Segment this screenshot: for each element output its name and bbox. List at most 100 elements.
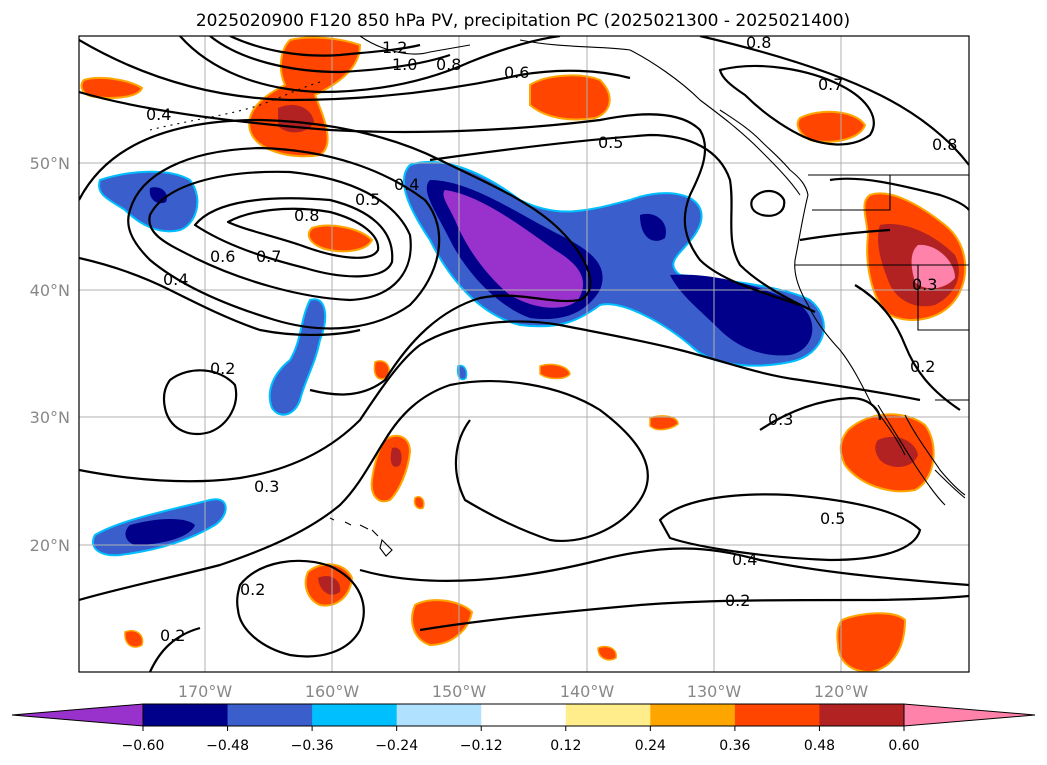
- precip-east-north-navy: [640, 213, 666, 241]
- contour-label: 0.5: [598, 133, 623, 152]
- precip-low-red: [307, 224, 374, 253]
- mexico-coast: [934, 469, 966, 499]
- colorbar-tick-label: −0.24: [375, 738, 418, 754]
- contour-06-alaska: [79, 39, 631, 102]
- colorbar-swatch: [819, 704, 905, 726]
- hawaiian-islands: [329, 517, 393, 557]
- graticule: [79, 36, 969, 672]
- state-border-nv-ca: [917, 265, 969, 331]
- colorbar-swatch: [650, 704, 736, 726]
- contour-07-low: [193, 197, 394, 278]
- contour-02-south: [419, 594, 969, 632]
- figure-title: 2025020900 F120 850 hPa PV, precipitatio…: [196, 11, 850, 31]
- contour-label: 0.7: [818, 75, 843, 94]
- contour-05-ridge: [79, 90, 801, 307]
- contour-08-closed-low: [226, 207, 380, 259]
- contour-04-east: [359, 547, 969, 587]
- contour-05-east-closed: [658, 493, 922, 562]
- contour-02-pacific: [79, 380, 649, 602]
- colorbar-tick-label: 0.36: [719, 738, 750, 754]
- bc-coast: [719, 109, 809, 196]
- contour-label: 0.5: [355, 190, 380, 209]
- lon-tick-label: 150°W: [432, 682, 487, 701]
- contour-label: 0.3: [912, 275, 937, 294]
- contour-label: 0.2: [160, 626, 185, 645]
- contour-03-pacific: [79, 320, 921, 483]
- lat-tick-label: 20°N: [30, 536, 70, 555]
- contour-12-alaska: [229, 36, 421, 57]
- colorbar-tick-label: −0.48: [206, 738, 249, 754]
- contour-label: 0.3: [254, 477, 279, 496]
- contour-05-low: [127, 146, 441, 330]
- lat-tick-label: 40°N: [30, 281, 70, 300]
- precip-baja-core: [875, 436, 918, 467]
- contour-label: 0.2: [240, 580, 265, 599]
- colorbar-swatch: [565, 704, 651, 726]
- contour-label: 0.8: [294, 206, 319, 225]
- map-panel: 1.2 1.0 0.8 0.8 0.6 0.7 0.8 0.4 0.5 0.4 …: [79, 33, 969, 672]
- colorbar-swatch: [227, 704, 313, 726]
- contour-label: 0.6: [210, 247, 235, 266]
- contour-02-bottom-west: [148, 626, 201, 672]
- precip-band-core-purple: [443, 190, 584, 308]
- contour-label: 0.2: [910, 357, 935, 376]
- precip-bc-red: [796, 110, 867, 143]
- colorbar-tick-label: −0.12: [460, 738, 503, 754]
- precip-california-pink: [911, 244, 955, 289]
- lon-tick-label: 140°W: [560, 682, 615, 701]
- lon-tick-label: 130°W: [687, 682, 742, 701]
- colorbar-swatch: [312, 704, 398, 726]
- lat-tick-label: 50°N: [30, 154, 70, 173]
- lon-tick-label: 160°W: [305, 682, 360, 701]
- precip-small-red-6: [413, 496, 425, 510]
- colorbar-swatch: [481, 704, 567, 726]
- contour-02-closed-west: [162, 369, 238, 436]
- precip-small-red-5: [597, 645, 617, 661]
- contour-04-west: [79, 256, 361, 337]
- precip-small-red-1: [539, 363, 571, 380]
- lon-tick-label: 170°W: [178, 682, 233, 701]
- colorbar-extend-max: [903, 703, 1036, 727]
- precip-sw-core: [125, 518, 195, 545]
- contour-label: 0.4: [146, 105, 171, 124]
- precip-hawaii-core: [390, 447, 402, 467]
- colorbar-frame: [142, 703, 905, 727]
- contour-label: 0.8: [932, 135, 957, 154]
- colorbar-tick-label: 0.60: [888, 738, 919, 754]
- precip-south-core: [318, 575, 341, 595]
- contour-10-alaska: [209, 36, 451, 74]
- baja-peninsula: [877, 404, 966, 506]
- contour-09-rockies: [829, 177, 969, 211]
- colorbar-tick-label: −0.36: [291, 738, 334, 754]
- contour-label: 0.4: [163, 270, 188, 289]
- contour-03-east: [759, 396, 882, 431]
- colorbar-tick-label: 0.24: [635, 738, 666, 754]
- contour-04-low: [79, 118, 592, 396]
- contour-label: 0.8: [746, 33, 771, 52]
- contour-06-low: [148, 170, 412, 302]
- contour-label: 0.3: [768, 410, 793, 429]
- colorbar-swatch: [396, 704, 482, 726]
- contour-label: 1.0: [392, 55, 417, 74]
- map-frame: [78, 35, 970, 673]
- contour-labels: 1.2 1.0 0.8 0.8 0.6 0.7 0.8 0.4 0.5 0.4 …: [146, 33, 957, 645]
- coastlines: [149, 36, 969, 557]
- colorbar-tick-label: −0.60: [122, 738, 165, 754]
- contour-label: 0.4: [394, 175, 419, 194]
- precip-gulf-red: [529, 74, 611, 121]
- lon-tick-label: 120°W: [814, 682, 869, 701]
- contour-label: 0.6: [504, 63, 529, 82]
- precip-small-red-2: [649, 415, 679, 431]
- colorbar-extend-min: [11, 703, 144, 727]
- precip-far-west-red: [80, 77, 144, 99]
- colorbar: −0.60 −0.48 −0.36 −0.24 −0.12 0.12 0.24 0.36 0.4…: [11, 703, 1036, 754]
- latitude-labels: 50°N 40°N 30°N 20°N: [30, 154, 70, 555]
- state-border-wa-or: [812, 175, 891, 211]
- precip-small-red-4: [124, 630, 144, 648]
- contour-07-nw: [718, 64, 875, 146]
- precip-east-navy: [670, 274, 813, 356]
- pv-contours: [79, 36, 969, 672]
- colorbar-swatch: [143, 704, 229, 726]
- lat-tick-label: 30°N: [30, 408, 70, 427]
